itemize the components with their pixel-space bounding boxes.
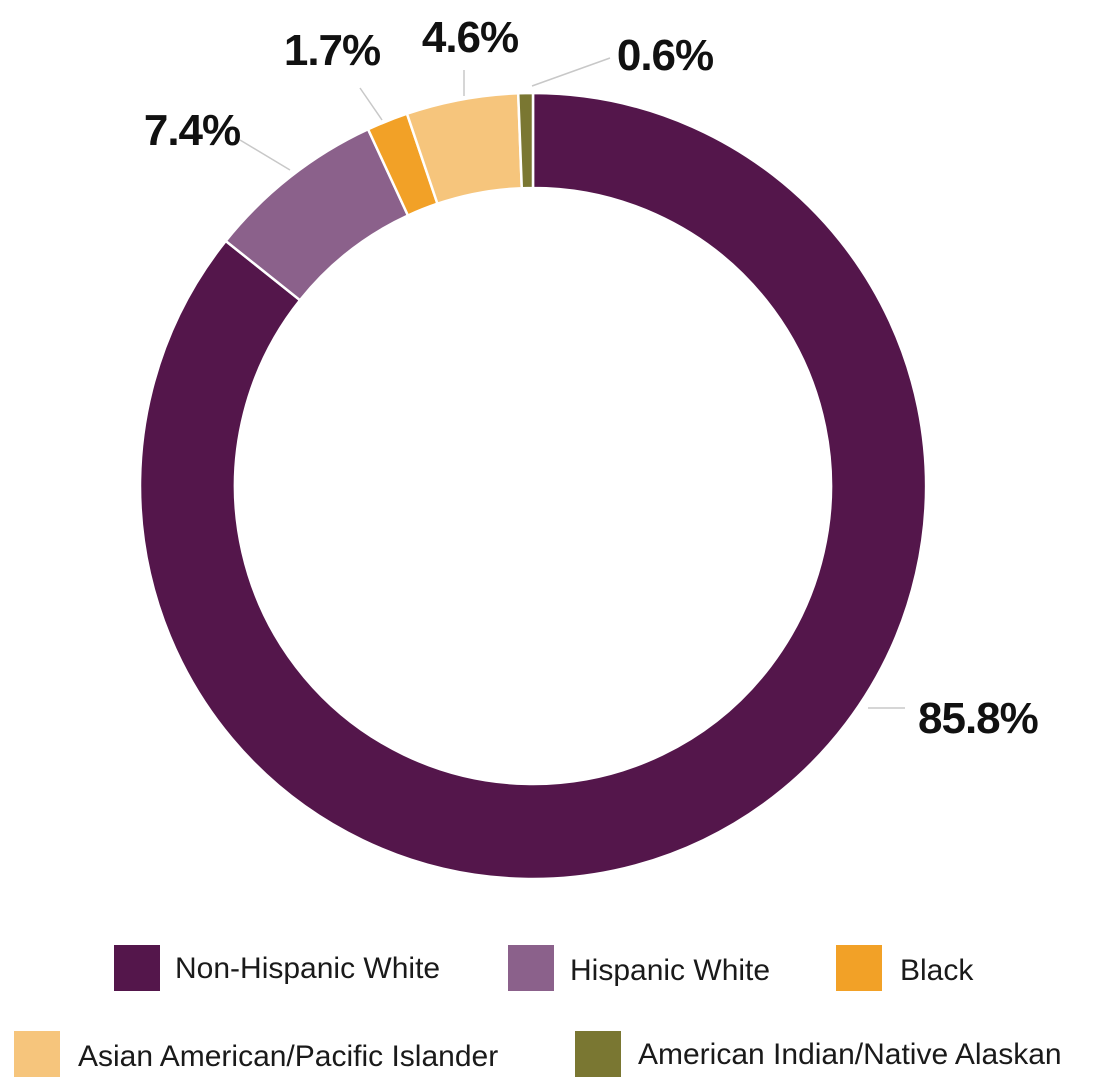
label-leader-lines — [239, 57, 905, 709]
legend-swatch — [575, 1031, 621, 1077]
slice-american-indian-native-alaskan — [516, 91, 535, 190]
legend-swatch — [508, 945, 554, 991]
data-label: 0.6% — [617, 31, 713, 80]
legend-swatch — [836, 945, 882, 991]
legend-swatch — [14, 1031, 60, 1077]
leader-line — [239, 139, 291, 171]
donut-slices — [138, 91, 928, 881]
data-label: 7.4% — [144, 106, 240, 155]
legend-label: Asian American/Pacific Islander — [78, 1040, 498, 1073]
legend-swatch — [114, 945, 160, 991]
data-label: 85.8% — [918, 694, 1038, 743]
data-label: 1.7% — [284, 26, 380, 75]
legend-label: Non-Hispanic White — [175, 952, 440, 985]
data-label: 4.6% — [422, 13, 518, 62]
legend: Non-Hispanic White Hispanic White Black Asi… — [14, 945, 1062, 1077]
leader-line — [531, 57, 611, 87]
data-labels: 85.8% 7.4% 1.7% 4.6% 0.6% — [144, 13, 1039, 743]
leader-line — [359, 87, 383, 121]
legend-label: Hispanic White — [570, 954, 770, 987]
slice-non-hispanic-white — [138, 91, 928, 881]
legend-label: Black — [900, 954, 974, 987]
legend-label: American Indian/Native Alaskan — [638, 1038, 1062, 1071]
